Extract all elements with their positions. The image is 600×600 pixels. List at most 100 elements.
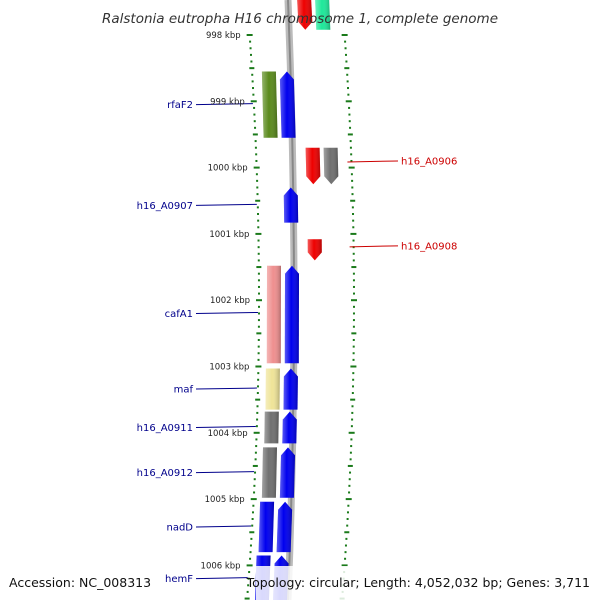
scale-tick	[246, 34, 253, 36]
scale-tick	[257, 219, 260, 222]
scale-tick	[349, 146, 352, 149]
gene-feature-shade	[297, 0, 313, 30]
scale-tick	[352, 272, 355, 275]
scale-tick	[254, 126, 257, 129]
scale-ticks-left	[244, 34, 262, 600]
kbp-label: 1006 kbp	[201, 561, 241, 571]
scale-tick	[251, 517, 254, 520]
scale-tick	[350, 173, 353, 176]
scale-tick	[257, 272, 260, 275]
scale-tick	[255, 159, 258, 162]
scale-tick	[257, 246, 260, 249]
scale-tick	[351, 193, 354, 196]
scale-tick	[257, 385, 260, 388]
scale-tick	[352, 325, 355, 328]
gene-leader-line	[349, 245, 399, 248]
scale-tick	[257, 279, 260, 282]
scale-tick	[352, 378, 355, 381]
scale-tick	[255, 173, 258, 176]
scale-tick	[256, 411, 259, 414]
gene-feature-shade	[258, 501, 275, 553]
scale-tick	[352, 213, 355, 216]
scale-tick	[249, 47, 252, 50]
scale-tick	[250, 100, 257, 103]
gene-labels: rfaF2 h16_A0906 h16_A0907 h16_A0908 cafA1 maf…	[137, 100, 458, 585]
scale-tick	[349, 458, 352, 461]
gene-feature-shade	[305, 147, 321, 185]
scale-tick	[347, 464, 353, 467]
scale-tick	[257, 378, 260, 381]
scale-tick	[251, 73, 254, 76]
scale-tick	[351, 186, 354, 189]
scale-tick	[348, 120, 351, 123]
scale-tick	[341, 34, 348, 36]
scale-tick	[344, 67, 350, 70]
scale-tick	[251, 511, 254, 514]
scale-tick	[351, 266, 357, 269]
scale-tick	[257, 319, 260, 322]
scale-tick	[256, 193, 259, 196]
scale-tick	[257, 285, 260, 288]
scale-tick	[252, 93, 255, 96]
scale-tick	[247, 577, 250, 580]
scale-tick	[352, 252, 355, 255]
scale-tick	[352, 319, 355, 322]
scale-tick	[257, 338, 260, 341]
scale-tick	[348, 166, 355, 169]
scale-tick	[347, 93, 350, 96]
gene-feature-shade	[261, 447, 277, 498]
scale-tick	[249, 531, 255, 534]
scale-tick	[249, 557, 252, 560]
scale-tick	[352, 372, 355, 375]
accession-text: Accession: NC_008313	[9, 575, 151, 590]
scale-tick	[257, 252, 260, 255]
scale-tick	[350, 232, 357, 235]
scale-tick	[352, 219, 355, 222]
scale-tick	[347, 87, 350, 90]
scale-tick	[251, 80, 254, 83]
kbp-label: 999 kbp	[210, 97, 245, 107]
scale-tick	[344, 53, 347, 56]
topology-text: Topology: circular; Length: 4,052,032 bp…	[246, 575, 590, 590]
scale-tick	[254, 140, 257, 143]
scale-tick	[256, 186, 259, 189]
scale-tick	[350, 425, 353, 428]
gene-leader-line	[195, 203, 257, 206]
scale-tick	[257, 259, 260, 262]
gene-leader-line	[195, 471, 255, 474]
scale-tick	[346, 524, 349, 527]
scale-tick	[257, 372, 260, 375]
scale-tick	[350, 438, 353, 441]
scale-tick	[349, 140, 352, 143]
kbp-labels: 998 kbp 999 kbp 1000 kbp 1001 kbp 1002 kbp 10…	[201, 31, 250, 571]
gene-feature-shade	[265, 368, 280, 410]
scale-tick	[253, 484, 256, 487]
scale-tick	[348, 431, 355, 434]
gene-leader-line	[195, 425, 256, 428]
gene-label: h16_A0907	[137, 201, 193, 212]
scale-tick	[249, 551, 252, 554]
scale-tick	[351, 206, 354, 209]
scale-tick	[352, 285, 355, 288]
gene-feature-shade	[307, 239, 322, 261]
gene-feature-shade	[283, 368, 298, 410]
scale-tick	[253, 113, 256, 116]
scale-tick	[351, 179, 354, 182]
scale-tick	[252, 87, 255, 90]
scale-tick	[345, 537, 348, 540]
gene-feature-shade	[315, 0, 331, 30]
scale-tick	[256, 299, 262, 302]
gene-feature-shade	[282, 411, 297, 444]
scale-tick	[255, 199, 261, 202]
scale-tick	[257, 226, 260, 229]
scale-tick	[350, 445, 353, 448]
scale-tick	[347, 504, 350, 507]
gene-label: maf	[174, 385, 194, 396]
kbp-label: 1003 kbp	[209, 363, 249, 373]
scale-tick	[254, 146, 257, 149]
scale-tick	[351, 405, 354, 408]
scale-tick	[348, 113, 351, 116]
scale-tick	[351, 332, 357, 335]
scale-tick	[352, 226, 355, 229]
